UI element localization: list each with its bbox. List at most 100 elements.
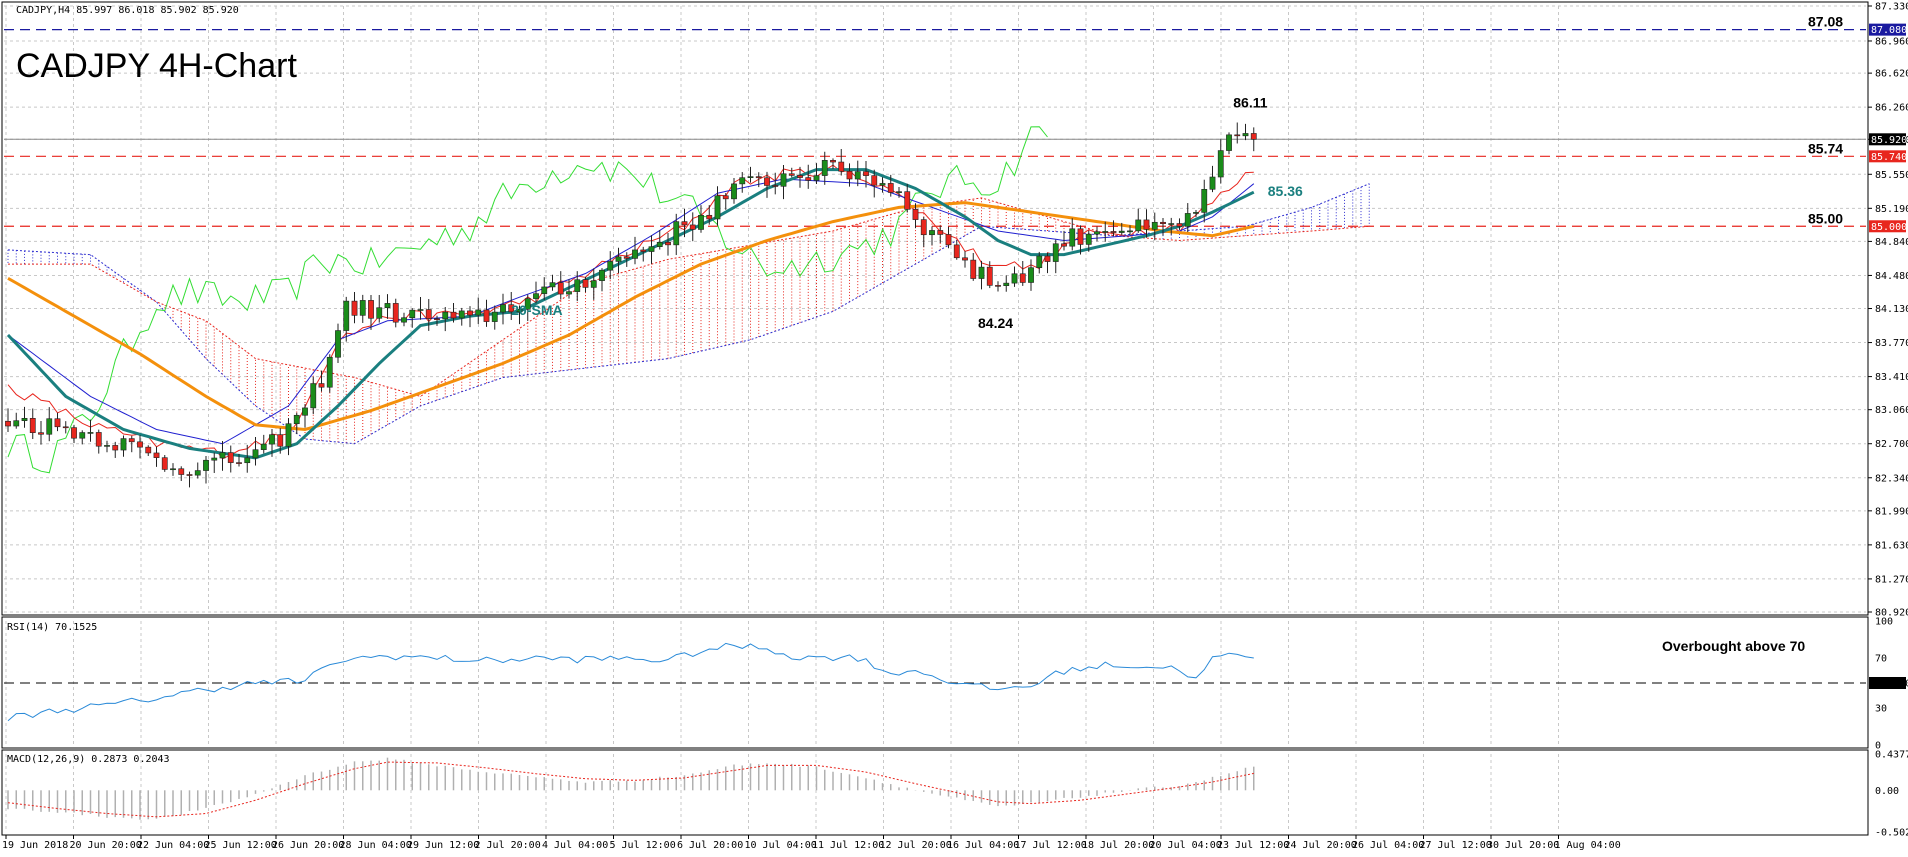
time-tick-label: 29 Jun 12:00 <box>407 840 479 851</box>
time-tick-label: 4 Jul 04:00 <box>542 840 608 851</box>
candle-body <box>772 185 779 187</box>
candle-body <box>1127 230 1133 233</box>
time-tick-label: 27 Jul 12:00 <box>1420 840 1492 851</box>
macd-tick-label: 0.4377 <box>1875 750 1908 761</box>
rsi-header: RSI(14) 70.1525 <box>7 622 97 633</box>
price-tag-bg <box>1869 133 1906 146</box>
candle-body <box>417 309 424 311</box>
candle-body <box>425 309 432 319</box>
candle-body <box>995 285 1001 287</box>
candle-body <box>54 418 61 428</box>
price-tick-label: 83.410 <box>1875 372 1908 383</box>
candle-body <box>1069 228 1076 247</box>
price-tick-label: 85.190 <box>1875 204 1908 215</box>
candle-body <box>1094 231 1100 235</box>
time-tick-label: 6 Jul 20:00 <box>677 840 743 851</box>
candle-body <box>384 303 391 308</box>
candle-body <box>359 300 366 316</box>
candle-body <box>830 160 836 163</box>
price-annotation: 20-SMA <box>511 302 562 318</box>
candle-body <box>797 175 803 178</box>
time-tick-label: 1 Aug 04:00 <box>1555 840 1621 851</box>
price-axis: 87.330 86.960 86.620 86.260 85.920 85.550 85.1… <box>1868 2 1908 619</box>
candle-body <box>755 176 762 179</box>
price-tick-label: 86.960 <box>1875 36 1908 47</box>
price-tag-label: 85.000 <box>1871 222 1907 233</box>
candle-body <box>887 183 894 193</box>
candle-body <box>29 418 36 433</box>
ichimoku-cloud <box>7 183 1370 445</box>
candle-body <box>846 170 853 180</box>
candle-body <box>318 383 325 388</box>
candle-body <box>170 468 176 471</box>
candle-body <box>335 330 341 358</box>
price-tag-label: 85.740 <box>1871 152 1907 163</box>
chikou-line <box>7 126 1048 474</box>
candle-body <box>46 418 53 435</box>
symbol-header: CADJPY,H4 85.997 86.018 85.902 85.920 <box>16 5 239 16</box>
candle-body <box>788 173 795 176</box>
price-tick-label: 82.340 <box>1875 473 1908 484</box>
candle-body <box>71 427 77 439</box>
candle-body <box>1085 233 1092 245</box>
candle-body <box>137 441 143 448</box>
time-tick-label: 23 Jul 12:00 <box>1217 840 1289 851</box>
candle-body <box>236 462 242 464</box>
candle-body <box>524 298 531 310</box>
candle-body <box>656 241 663 247</box>
price-tag-bg <box>1869 220 1906 233</box>
candle-body <box>541 286 548 294</box>
candle-body <box>491 311 498 322</box>
candle-body <box>615 256 622 262</box>
time-tick-label: 5 Jul 12:00 <box>610 840 676 851</box>
price-tick-label: 87.330 <box>1875 2 1908 13</box>
rsi-overbought-annotation: Overbought above 70 <box>1662 638 1805 654</box>
candle-body <box>1110 231 1117 233</box>
candle-body <box>640 249 647 252</box>
candle-body <box>112 445 119 451</box>
candle-body <box>722 195 729 200</box>
candle-body <box>203 459 209 471</box>
chart-title: CADJPY 4H-Chart <box>16 47 297 85</box>
candle-body <box>953 244 960 259</box>
candle-body <box>500 304 506 313</box>
candle-body <box>392 303 399 323</box>
candle-body <box>986 266 993 286</box>
candle-body <box>1019 273 1026 283</box>
candle-body <box>5 420 11 427</box>
candle-body <box>1011 273 1018 284</box>
candle-body <box>896 191 902 193</box>
candle-body <box>13 420 20 427</box>
rsi-tick-label: 0 <box>1875 741 1881 752</box>
candle-body <box>681 221 688 226</box>
candle-body <box>310 383 317 409</box>
level-label: 85.00 <box>1808 210 1843 226</box>
candle-body <box>450 311 457 319</box>
level-label: 87.08 <box>1808 14 1843 30</box>
candle-body <box>574 279 581 292</box>
macd-series <box>7 757 1255 820</box>
kijun-line <box>7 178 1255 445</box>
candle-body <box>104 445 110 447</box>
macd-tick-label: -0.5029 <box>1875 828 1908 839</box>
macd-header: MACD(12,26,9) 0.2873 0.2043 <box>7 754 170 765</box>
candle-body <box>178 468 185 475</box>
candle-body <box>1135 219 1142 232</box>
time-tick-label: 12 Jul 20:00 <box>880 840 952 851</box>
candle-body <box>87 432 94 434</box>
candle-body <box>780 173 787 187</box>
time-tick-label: 30 Jul 20:00 <box>1487 840 1559 851</box>
time-tick-label: 19 Jun 2018 <box>2 840 68 851</box>
time-tick-label: 16 Jul 04:00 <box>947 840 1019 851</box>
candle-body <box>590 280 597 288</box>
candle-body <box>145 446 152 454</box>
candle-body <box>194 470 201 476</box>
candle-body <box>95 432 102 447</box>
candle-body <box>252 449 259 459</box>
candle-body <box>566 291 572 295</box>
price-tag-bg <box>1869 23 1906 36</box>
candle-body <box>1242 133 1249 137</box>
candle-body <box>632 249 638 259</box>
sma20-line <box>6 168 1255 460</box>
